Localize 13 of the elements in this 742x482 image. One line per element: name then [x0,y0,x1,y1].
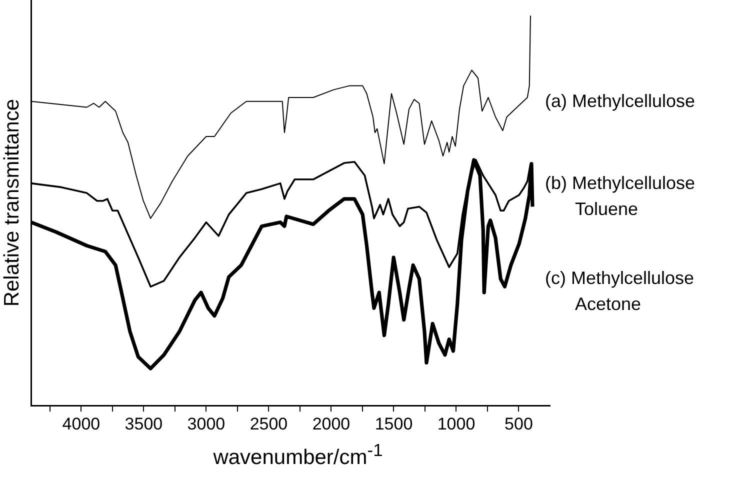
series-label: (b) Methylcellulose Toluene [545,172,696,221]
x-tick-label: 1000 [437,414,476,434]
x-tick-label: 4000 [62,414,100,434]
series-label: (c) Methylcellulose Acetone [545,267,694,316]
x-tick-label: 500 [504,414,533,434]
x-tick-label: 2000 [312,414,350,434]
y-axis-title: Relative transmittance [0,98,24,307]
x-tick-label: 2500 [250,414,288,434]
x-axis-title: wavenumber/cm$^{-1}$ [212,440,384,470]
series-label: (a) Methylcellulose [545,90,696,113]
x-tick-label: 3000 [187,414,226,434]
x-tick-label: 3500 [124,414,163,434]
x-tick-label: 1500 [374,414,413,434]
